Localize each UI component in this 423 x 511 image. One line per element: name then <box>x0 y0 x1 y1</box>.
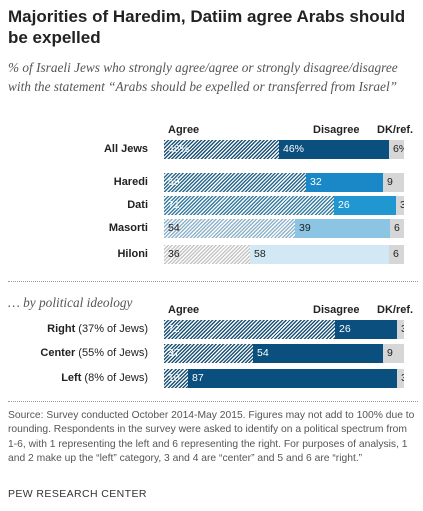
agree-bar-masorti: 54 <box>164 219 295 238</box>
disagree-bar-all-jews: 46% <box>279 140 389 159</box>
source-note: Source: Survey conducted October 2014-Ma… <box>8 410 415 465</box>
agree-bar-right: 72 <box>164 320 335 339</box>
row-label-haredi: Haredi <box>113 176 148 188</box>
agree-bar-left: 10 <box>164 369 188 388</box>
agree-bar-center: 37 <box>164 344 253 363</box>
disagree-bar-center: 54 <box>253 344 383 363</box>
agree-bar-all-jews: 48% <box>164 140 279 159</box>
dk-bar-haredi: 9 <box>383 173 404 192</box>
disagree-column-header-2: Disagree <box>313 304 360 316</box>
chart-title: Majorities of Haredim, Datiim agree Arab… <box>8 7 406 47</box>
row-label-all-jews: All Jews <box>103 143 148 155</box>
dk-bar-right: 3 <box>397 320 404 339</box>
agree-column-header-2: Agree <box>168 304 200 316</box>
disagree-bar-haredi: 32 <box>306 173 383 192</box>
disagree-bar-left: 87 <box>188 369 397 388</box>
dk-column-header-2: DK/ref. <box>377 304 414 316</box>
dk-bar-dati: 3 <box>396 196 404 215</box>
row-label-left: Left (8% of Jews) <box>61 372 148 384</box>
agree-bar-haredi: 59 <box>164 173 306 192</box>
dk-bar-hiloni: 6 <box>389 245 404 264</box>
disagree-bar-masorti: 39 <box>295 219 390 238</box>
agree-column-header: Agree <box>168 124 200 136</box>
dk-bar-masorti: 6 <box>390 219 404 238</box>
disagree-bar-right: 26 <box>335 320 397 339</box>
row-label-center: Center (55% of Jews) <box>40 347 148 359</box>
agree-bar-hiloni: 36 <box>164 245 250 264</box>
dk-bar-left: 3 <box>397 369 404 388</box>
chart-subtitle: % of Israeli Jews who strongly agree/agr… <box>8 60 398 94</box>
dk-column-header: DK/ref. <box>377 124 414 136</box>
row-label-dati: Dati <box>127 199 148 211</box>
row-label-right: Right (37% of Jews) <box>47 323 148 335</box>
section-divider <box>8 281 418 282</box>
row-label-masorti: Masorti <box>108 222 148 234</box>
source-divider <box>8 401 418 402</box>
disagree-column-header: Disagree <box>313 124 360 136</box>
dk-bar-center: 9 <box>383 344 404 363</box>
row-label-hiloni: Hiloni <box>117 248 148 260</box>
ideology-section-title: … by political ideology <box>8 295 133 310</box>
disagree-bar-hiloni: 58 <box>250 245 389 264</box>
brand-label: PEW RESEARCH CENTER <box>8 488 147 500</box>
disagree-bar-dati: 26 <box>334 196 396 215</box>
agree-bar-dati: 71 <box>164 196 334 215</box>
dk-bar-all-jews: 6% <box>389 140 404 159</box>
